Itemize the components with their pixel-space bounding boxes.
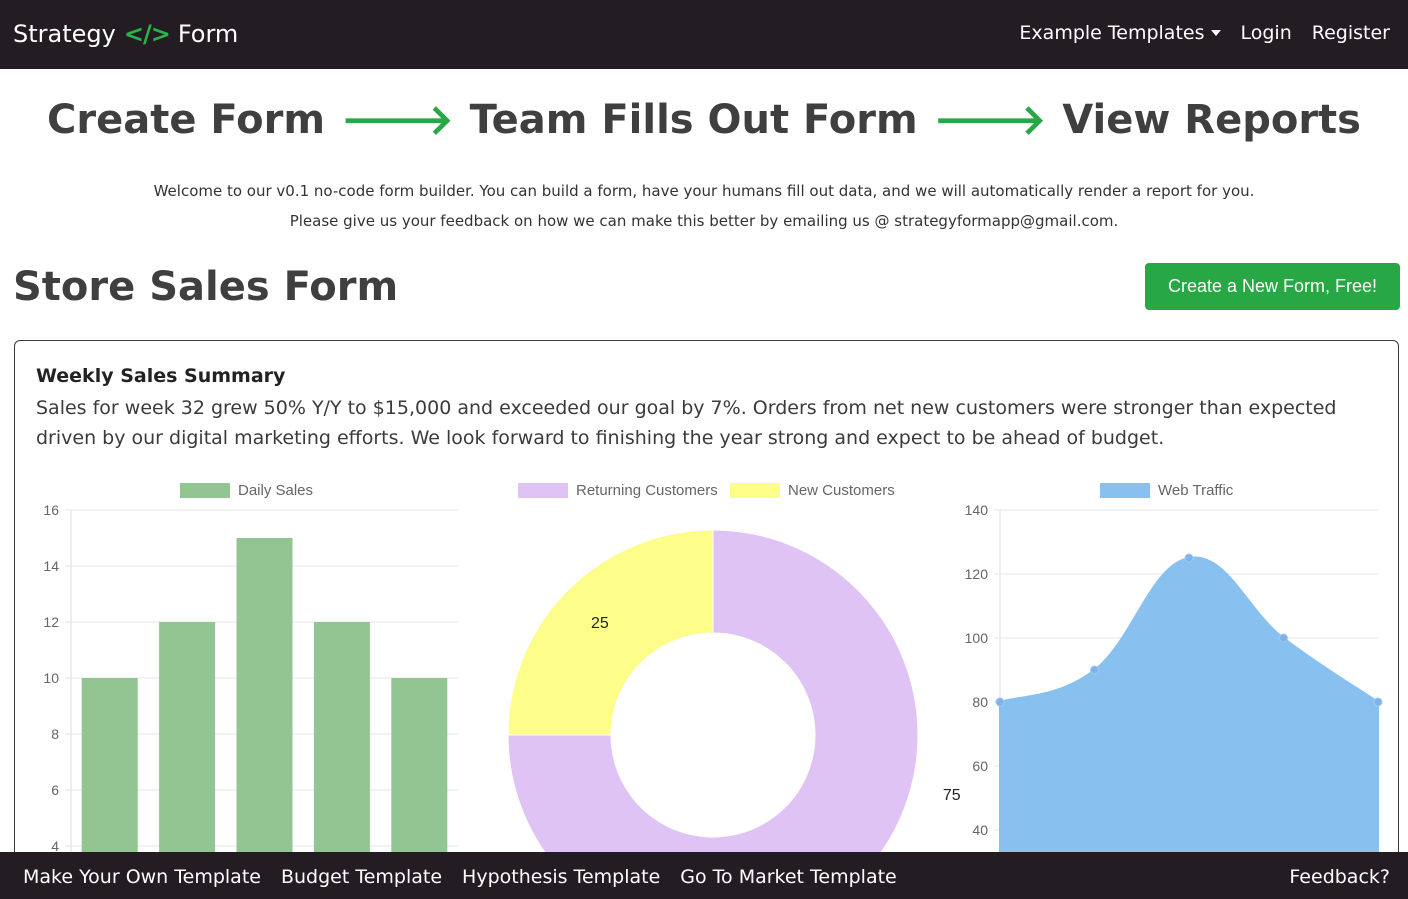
intro-line-2: Please give us your feedback on how we c… (289, 212, 1119, 230)
brand-text-right: Form (177, 20, 239, 48)
page-title: Store Sales Form (13, 264, 399, 310)
hero-step-view: View Reports (1062, 96, 1361, 143)
footer-links: Make Your Own Template Budget Template H… (23, 866, 897, 888)
register-link[interactable]: Register (1311, 22, 1390, 44)
footer-link-budget-template[interactable]: Budget Template (280, 866, 443, 888)
footer-link-hypothesis-template[interactable]: Hypothesis Template (462, 866, 661, 888)
hero-steps: Create Form 🡒 Team Fills Out Form 🡒 View… (0, 94, 1408, 145)
code-icon: </> (123, 20, 171, 48)
top-navbar: Strategy </> Form Example Templates Logi… (0, 0, 1408, 69)
feedback-link[interactable]: Feedback? (1289, 866, 1390, 888)
nav-links: Example Templates Login Register (1019, 22, 1390, 44)
example-templates-dropdown[interactable]: Example Templates (1019, 22, 1221, 44)
arrow-right-icon: 🡒 (341, 95, 454, 144)
caret-down-icon (1210, 30, 1221, 36)
arrow-right-icon: 🡒 (933, 95, 1047, 144)
example-templates-label: Example Templates (1019, 22, 1205, 44)
hero-step-fill: Team Fills Out Form (469, 96, 918, 143)
summary-text: Sales for week 32 grew 50% Y/Y to $15,00… (36, 397, 1337, 449)
brand-logo[interactable]: Strategy </> Form (13, 20, 238, 48)
brand-text-left: Strategy (13, 20, 116, 48)
footer-link-make-template[interactable]: Make Your Own Template (23, 866, 261, 888)
intro-text: Welcome to our v0.1 no-code form builder… (0, 176, 1408, 236)
login-link[interactable]: Login (1240, 22, 1292, 44)
intro-line-1: Welcome to our v0.1 no-code form builder… (153, 182, 1255, 200)
hero-step-create: Create Form (47, 96, 325, 143)
footer-bar: Make Your Own Template Budget Template H… (0, 852, 1408, 899)
summary-title: Weekly Sales Summary (36, 365, 286, 387)
footer-link-go-to-market-template[interactable]: Go To Market Template (680, 866, 897, 888)
report-card: Weekly Sales Summary Sales for week 32 g… (14, 340, 1399, 899)
create-new-form-button[interactable]: Create a New Form, Free! (1145, 263, 1400, 310)
